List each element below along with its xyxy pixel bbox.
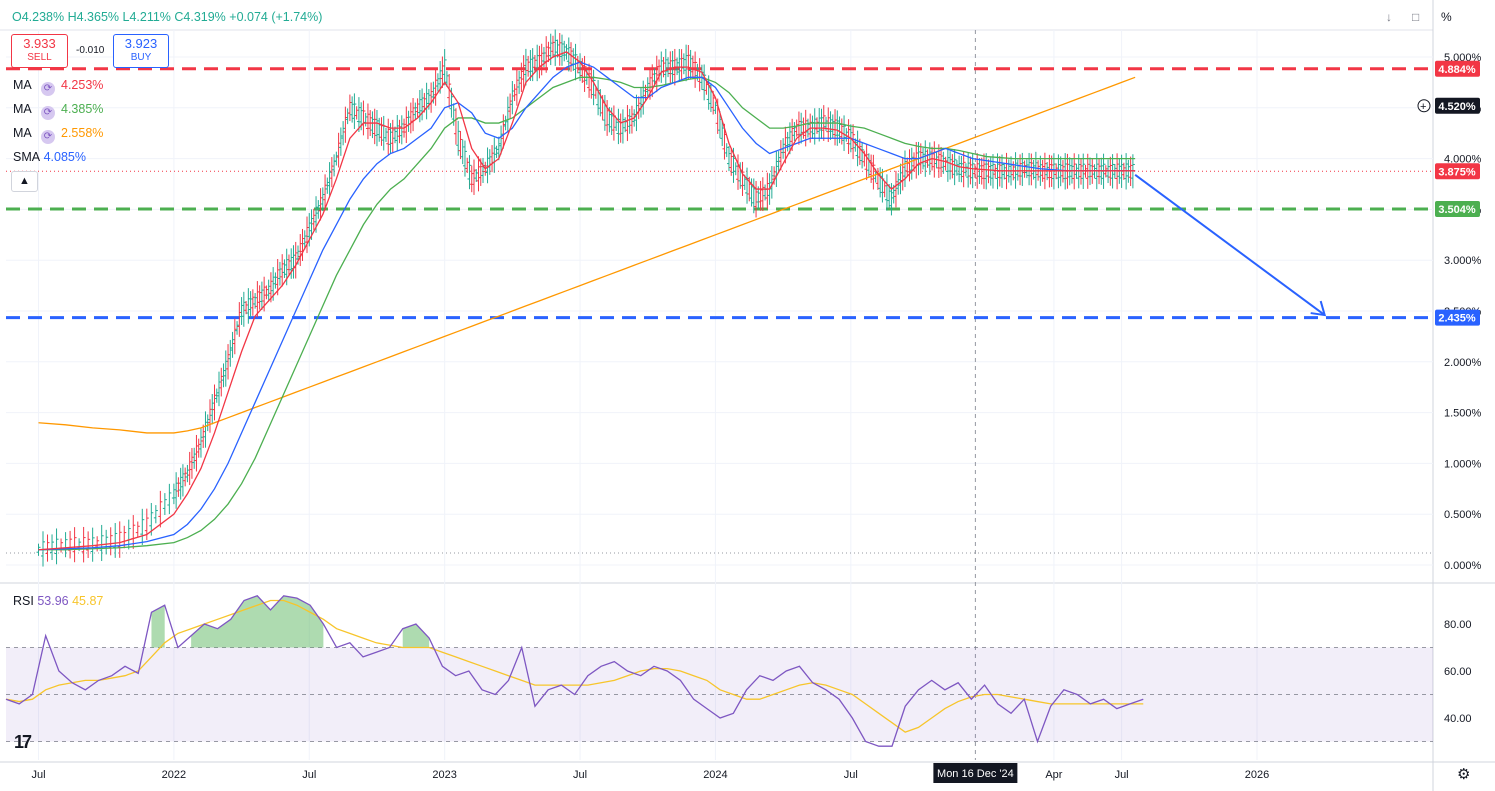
- sell-button[interactable]: 3.933 SELL: [11, 34, 68, 68]
- sma-blue-line: [38, 61, 1136, 551]
- x-tick-label: Apr: [1045, 769, 1062, 781]
- rsi-line: [5, 595, 1144, 747]
- moving-average-lines: [38, 51, 1327, 551]
- ma-red-line: [38, 51, 1136, 551]
- level-badge: [1435, 60, 1480, 77]
- axes: 0.000%0.500%1.000%1.500%2.000%2.500%3.00…: [31, 52, 1482, 783]
- legend-name: MA: [13, 78, 32, 92]
- ma-green-line: [38, 76, 1136, 551]
- x-tick-label: 2024: [703, 769, 727, 781]
- fullscreen-icon[interactable]: □: [1412, 10, 1420, 24]
- plus-icon: +: [1420, 101, 1426, 113]
- rsi-pane: [5, 595, 1433, 747]
- buy-price: 3.923: [124, 36, 158, 51]
- rsi-ma-line: [5, 599, 1144, 733]
- level-badge: [1435, 309, 1480, 326]
- ma-orange-line: [38, 76, 1136, 434]
- gear-icon[interactable]: ⚙: [1457, 766, 1471, 783]
- x-tick-label: 2026: [1245, 769, 1269, 781]
- x-tick-label: 2023: [432, 769, 456, 781]
- ohlc-bars: [36, 29, 1135, 567]
- sell-price: 3.933: [23, 36, 56, 51]
- arrow-down-icon[interactable]: ↓: [1386, 10, 1392, 24]
- tradingview-logo: 17: [14, 732, 32, 752]
- crosshair-time-label: Mon 16 Dec '24: [937, 768, 1014, 780]
- rsi-tick-label: 80.00: [1444, 619, 1472, 631]
- rsi-overbought-fill: [191, 595, 324, 648]
- legend-name: SMA: [13, 150, 41, 164]
- rsi-overbought-fill: [402, 624, 430, 648]
- y-tick-label: 4.000%: [1444, 154, 1482, 166]
- rsi-overbought-fill: [151, 605, 165, 648]
- legend-ma-orange[interactable]: MA ⟳ 2.558%: [13, 126, 103, 144]
- forecast-arrowhead: [1310, 300, 1327, 317]
- level-badge: [1435, 200, 1480, 217]
- forecast-arrow: [1134, 174, 1326, 316]
- price-badge-label: 3.875%: [1438, 166, 1476, 178]
- chevron-up-icon[interactable]: ▲: [11, 171, 38, 192]
- buy-button[interactable]: 3.923 BUY: [113, 34, 169, 68]
- legend-name: MA: [13, 102, 32, 116]
- level-badge-label: 4.884%: [1438, 64, 1476, 76]
- price-badge-label: 4.520%: [1438, 101, 1476, 113]
- legend-value: 4.085%: [43, 150, 86, 164]
- legend-value: 4.253%: [61, 78, 104, 92]
- cycle-icon[interactable]: ⟳: [41, 82, 55, 96]
- y-tick-label: 3.000%: [1444, 255, 1482, 267]
- legend-value: 2.558%: [61, 126, 104, 140]
- legend-sma-blue[interactable]: SMA 4.085%: [13, 150, 86, 164]
- level-badge-label: 2.435%: [1438, 313, 1476, 325]
- rsi-legend[interactable]: RSI 53.96 45.87: [13, 594, 103, 608]
- cycle-icon[interactable]: ⟳: [41, 130, 55, 144]
- sell-label: SELL: [27, 52, 52, 63]
- x-tick-label: Jul: [1115, 769, 1129, 781]
- rsi-name: RSI: [13, 594, 34, 608]
- y-tick-label: 2.000%: [1444, 357, 1482, 369]
- crosshair-time-badge: [933, 763, 1018, 783]
- y-tick-label: 0.500%: [1444, 509, 1482, 521]
- level-badge-label: 3.504%: [1438, 204, 1476, 216]
- cycle-icon[interactable]: ⟳: [41, 106, 55, 120]
- spread-value: -0.010: [76, 45, 105, 56]
- horizontal-levels: [6, 67, 1433, 320]
- legend-ma-green[interactable]: MA ⟳ 4.385%: [13, 102, 103, 120]
- rsi-value: 53.96: [37, 594, 69, 608]
- rsi-ma-value: 45.87: [72, 594, 104, 608]
- y-tick-label: 0.000%: [1444, 560, 1482, 572]
- rsi-tick-label: 40.00: [1444, 713, 1472, 725]
- plus-icon: [1417, 99, 1431, 113]
- percent-label: %: [1441, 10, 1452, 24]
- x-tick-label: 2022: [162, 769, 186, 781]
- legend-value: 4.385%: [61, 102, 104, 116]
- legend-ma-red[interactable]: MA ⟳ 4.253%: [13, 78, 103, 96]
- rsi-tick-label: 60.00: [1444, 666, 1472, 678]
- legend-name: MA: [13, 126, 32, 140]
- y-tick-label: 1.000%: [1444, 458, 1482, 470]
- y-tick-label: 1.500%: [1444, 408, 1482, 420]
- x-tick-label: Jul: [573, 769, 587, 781]
- x-tick-label: Jul: [844, 769, 858, 781]
- ohlc-readout: O4.238% H4.365% L4.211% C4.319% +0.074 (…: [12, 10, 323, 24]
- price-badge: [1435, 97, 1480, 114]
- x-tick-label: Jul: [31, 769, 45, 781]
- x-tick-label: Jul: [302, 769, 316, 781]
- price-badge: [1435, 163, 1480, 180]
- buy-label: BUY: [130, 52, 152, 63]
